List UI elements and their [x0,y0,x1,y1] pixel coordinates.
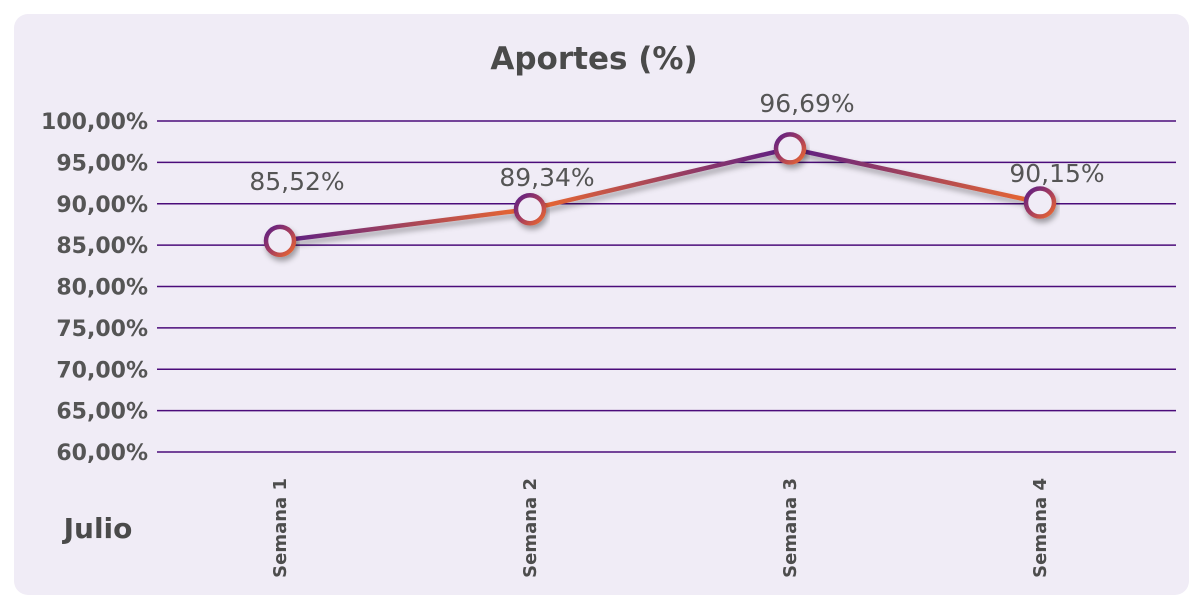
y-axis-tick-labels: 100,00% 95,00% 90,00% 85,00% 80,00% 75,00% 70,… [41,110,148,466]
series-line-segment [527,146,793,212]
x-tick-label: Semana 2 [520,478,541,578]
y-tick-label: 75,00% [56,317,148,342]
y-tick-label: 70,00% [56,358,148,383]
y-tick-label: 60,00% [56,441,148,466]
series-markers [263,132,1057,258]
data-point-marker [263,224,297,258]
y-tick-label: 100,00% [41,110,148,135]
series-line-segment [277,206,533,244]
data-point-marker [513,192,547,226]
y-tick-label: 65,00% [56,400,148,425]
data-point-marker [1023,186,1057,219]
data-label: 90,15% [1009,159,1104,188]
data-label: 96,69% [759,89,854,118]
data-label: 85,52% [249,167,344,196]
y-tick-label: 80,00% [56,276,148,301]
x-tick-label: Semana 3 [780,478,801,578]
chart-title: Aportes (%) [490,41,697,77]
series-line-segment [787,146,1043,205]
series-line [277,146,1043,244]
x-axis-category-labels: Semana 1 Semana 2 Semana 3 Semana 4 [270,478,1051,578]
y-tick-label: 85,00% [56,234,148,259]
data-labels: 85,52% 89,34% 96,69% 90,15% [249,89,1104,196]
line-chart: Aportes (%) 100,00% 95,00% 90,00% 85,00% 80,… [41,41,1176,578]
x-tick-label: Semana 4 [1030,478,1051,578]
data-point-marker [773,132,807,165]
x-tick-label: Semana 1 [270,478,291,578]
y-tick-label: 90,00% [56,193,148,218]
chart-card: Aportes (%) 100,00% 95,00% 90,00% 85,00% 80,… [14,14,1189,595]
gridlines [157,120,1176,453]
x-axis-group-label: Julio [62,512,133,545]
data-label: 89,34% [499,163,594,192]
y-tick-label: 95,00% [56,151,148,176]
